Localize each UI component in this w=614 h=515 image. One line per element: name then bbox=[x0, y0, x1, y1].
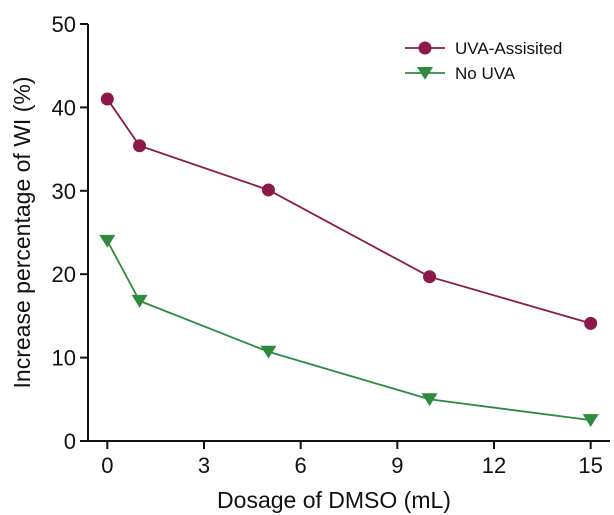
legend-marker bbox=[418, 41, 432, 55]
legend-label: UVA-Assisited bbox=[455, 39, 562, 58]
data-point bbox=[582, 414, 599, 427]
data-point bbox=[99, 234, 116, 248]
legend-marker bbox=[417, 67, 433, 80]
x-tick-label: 6 bbox=[295, 453, 307, 478]
series-layer bbox=[99, 92, 599, 427]
data-point bbox=[260, 345, 277, 359]
y-tick-label: 0 bbox=[64, 429, 76, 454]
axes: 0 3 6 9 12 15 0 10 20 30 40 50 bbox=[52, 12, 610, 478]
x-tick-label: 3 bbox=[198, 453, 210, 478]
y-tick-label: 20 bbox=[52, 262, 76, 287]
data-point bbox=[100, 92, 114, 106]
y-tick-label: 40 bbox=[52, 95, 76, 120]
x-tick-label: 15 bbox=[578, 453, 602, 478]
data-point bbox=[423, 270, 437, 284]
data-point bbox=[421, 393, 438, 407]
data-point bbox=[133, 139, 147, 153]
legend: UVA-Assisited No UVA bbox=[405, 39, 562, 83]
series-1 bbox=[100, 92, 598, 330]
y-tick-label: 10 bbox=[52, 346, 76, 371]
series-line bbox=[106, 240, 591, 422]
legend-label: No UVA bbox=[455, 64, 516, 83]
y-tick-label: 30 bbox=[52, 179, 76, 204]
x-tick-label: 9 bbox=[391, 453, 403, 478]
y-tick-label: 50 bbox=[52, 12, 76, 37]
series-line bbox=[106, 98, 591, 325]
legend-item: UVA-Assisited bbox=[405, 39, 562, 58]
x-tick-label: 12 bbox=[482, 453, 506, 478]
y-axis-title: Increase percentage of WI (%) bbox=[9, 77, 35, 389]
legend-item: No UVA bbox=[405, 64, 516, 83]
data-point bbox=[584, 316, 598, 330]
x-tick-label: 0 bbox=[101, 453, 113, 478]
series-2 bbox=[99, 234, 599, 427]
x-axis-title: Dosage of DMSO (mL) bbox=[217, 487, 451, 513]
data-point bbox=[131, 294, 148, 308]
data-point bbox=[261, 183, 275, 197]
